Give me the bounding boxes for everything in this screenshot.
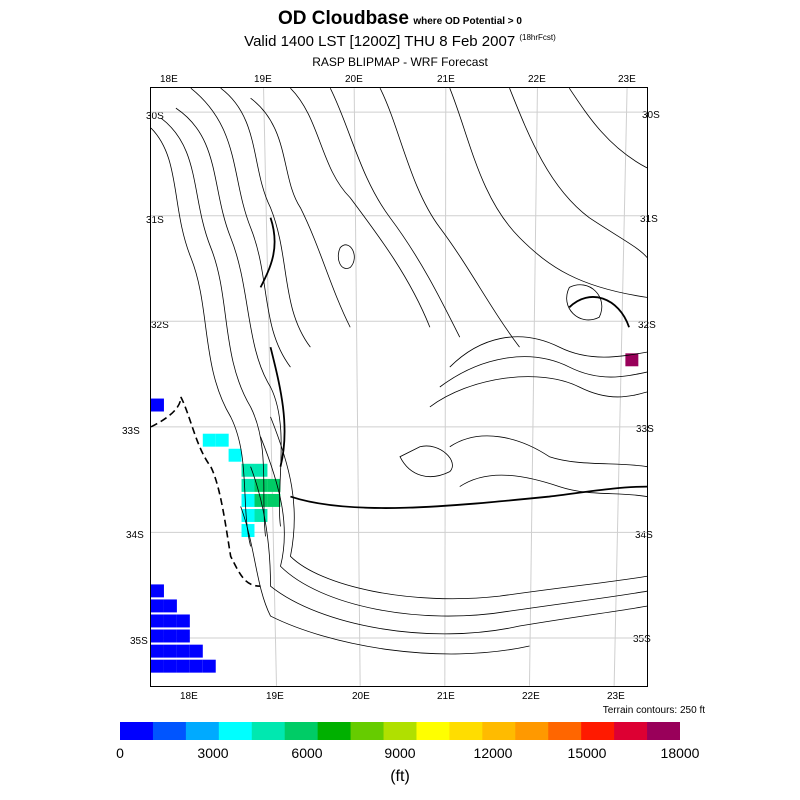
cloudbase-cell	[215, 433, 229, 447]
right-lat-label: 31S	[640, 214, 658, 225]
cloudbase-cell	[163, 644, 177, 658]
legend-color-box	[548, 722, 582, 740]
legend-tick: 9000	[384, 745, 416, 761]
legend-color-box	[383, 722, 417, 740]
cloudbase-cell	[163, 614, 177, 628]
legend-color-box	[317, 722, 352, 740]
valid-time: Valid 1400 LST [1200Z] THU 8 Feb 2007 (1…	[0, 33, 800, 50]
heavy-contours	[259, 217, 647, 509]
left-lat-label: 31S	[146, 215, 164, 226]
cloudbase-cell	[202, 659, 216, 673]
forecast-note: (18hrFcst)	[519, 33, 556, 42]
cloudbase-cell	[241, 463, 255, 477]
legend-units: (ft)	[390, 768, 410, 785]
legend-tick: 18000	[660, 745, 700, 761]
legend-color-box	[581, 722, 615, 740]
right-lat-label: 32S	[638, 320, 656, 331]
graticule	[151, 88, 647, 686]
cloudbase-cell	[151, 644, 164, 658]
legend-color-box	[614, 722, 648, 740]
bottom-lon-label: 19E	[266, 691, 284, 702]
cloudbase-cell	[202, 433, 216, 447]
bottom-lon-label: 18E	[180, 691, 198, 702]
cloudbase-cell	[189, 644, 203, 658]
legend-color-box	[515, 722, 549, 740]
right-lat-label: 33S	[636, 424, 654, 435]
cloudbase-cell	[228, 448, 242, 462]
right-lat-label: 34S	[635, 530, 653, 541]
legend-color-box	[185, 722, 220, 740]
legend-color-box	[152, 722, 187, 740]
cloudbase-cell	[254, 478, 268, 492]
color-legend	[120, 722, 680, 740]
legend-color-box	[482, 722, 516, 740]
legend-tick: 3000	[197, 745, 229, 761]
legend-color-box	[449, 722, 483, 740]
cloudbase-cell	[189, 659, 203, 673]
cloudbase-cell	[151, 398, 164, 412]
legend-color-box	[251, 722, 286, 740]
cloudbase-cell	[151, 584, 164, 598]
legend-color-box	[350, 722, 385, 740]
cloudbase-cell	[267, 478, 281, 492]
bottom-lon-label: 21E	[437, 691, 455, 702]
top-lon-label: 22E	[528, 74, 546, 85]
left-lat-label: 33S	[122, 426, 140, 437]
bottom-lon-label: 20E	[352, 691, 370, 702]
top-lon-label: 20E	[345, 74, 363, 85]
legend-color-box	[284, 722, 319, 740]
legend-tick: 0	[116, 745, 124, 761]
cloudbase-cell	[625, 353, 639, 367]
terrain-note: Terrain contours: 250 ft	[602, 705, 705, 716]
cloudbase-cell	[254, 463, 268, 477]
cloudbase-cell	[254, 509, 268, 522]
cloudbase-cell	[176, 644, 190, 658]
cloudbase-cell	[241, 493, 255, 507]
cloudbase-cell	[151, 629, 164, 643]
cloudbase-cell	[151, 614, 164, 628]
terrain-contours	[151, 88, 647, 655]
cloudbase-cell	[176, 614, 190, 628]
title-note: where OD Potential > 0	[413, 16, 522, 27]
cloudbase-cell	[151, 659, 164, 673]
cloudbase-cell	[151, 599, 164, 613]
bottom-lon-label: 23E	[607, 691, 625, 702]
cloudbase-cell	[163, 599, 177, 613]
cloudbase-cell	[176, 659, 190, 673]
left-lat-label: 35S	[130, 636, 148, 647]
top-lon-label: 19E	[254, 74, 272, 85]
map-title: OD Cloudbase where OD Potential > 0	[0, 8, 800, 30]
top-lon-label: 18E	[160, 74, 178, 85]
cloudbase-cells	[151, 353, 639, 673]
right-lat-label: 30S	[642, 110, 660, 121]
model-name: RASP BLIPMAP - WRF Forecast	[312, 55, 488, 69]
left-lat-label: 34S	[126, 530, 144, 541]
legend-tick: 6000	[291, 745, 323, 761]
cloudbase-cell	[163, 659, 177, 673]
legend-color-box	[218, 722, 253, 740]
left-lat-label: 32S	[151, 320, 169, 331]
legend-color-box	[416, 722, 450, 740]
bottom-lon-label: 22E	[522, 691, 540, 702]
legend-tick: 15000	[567, 745, 607, 761]
coastline	[151, 396, 261, 587]
top-lon-label: 21E	[437, 74, 455, 85]
legend-color-box	[120, 722, 154, 740]
right-lat-label: 35S	[633, 634, 651, 645]
top-lon-label: 23E	[618, 74, 636, 85]
map-plot	[150, 87, 648, 687]
title-text: OD Cloudbase	[277, 8, 409, 29]
cloudbase-cell	[176, 629, 190, 643]
cloudbase-cell	[267, 493, 281, 507]
valid-text: Valid 1400 LST [1200Z] THU 8 Feb 2007	[244, 33, 516, 50]
left-lat-label: 30S	[146, 111, 164, 122]
legend-tick: 12000	[473, 745, 513, 761]
cloudbase-cell	[241, 478, 255, 492]
cloudbase-cell	[163, 629, 177, 643]
legend-color-box	[647, 722, 680, 740]
